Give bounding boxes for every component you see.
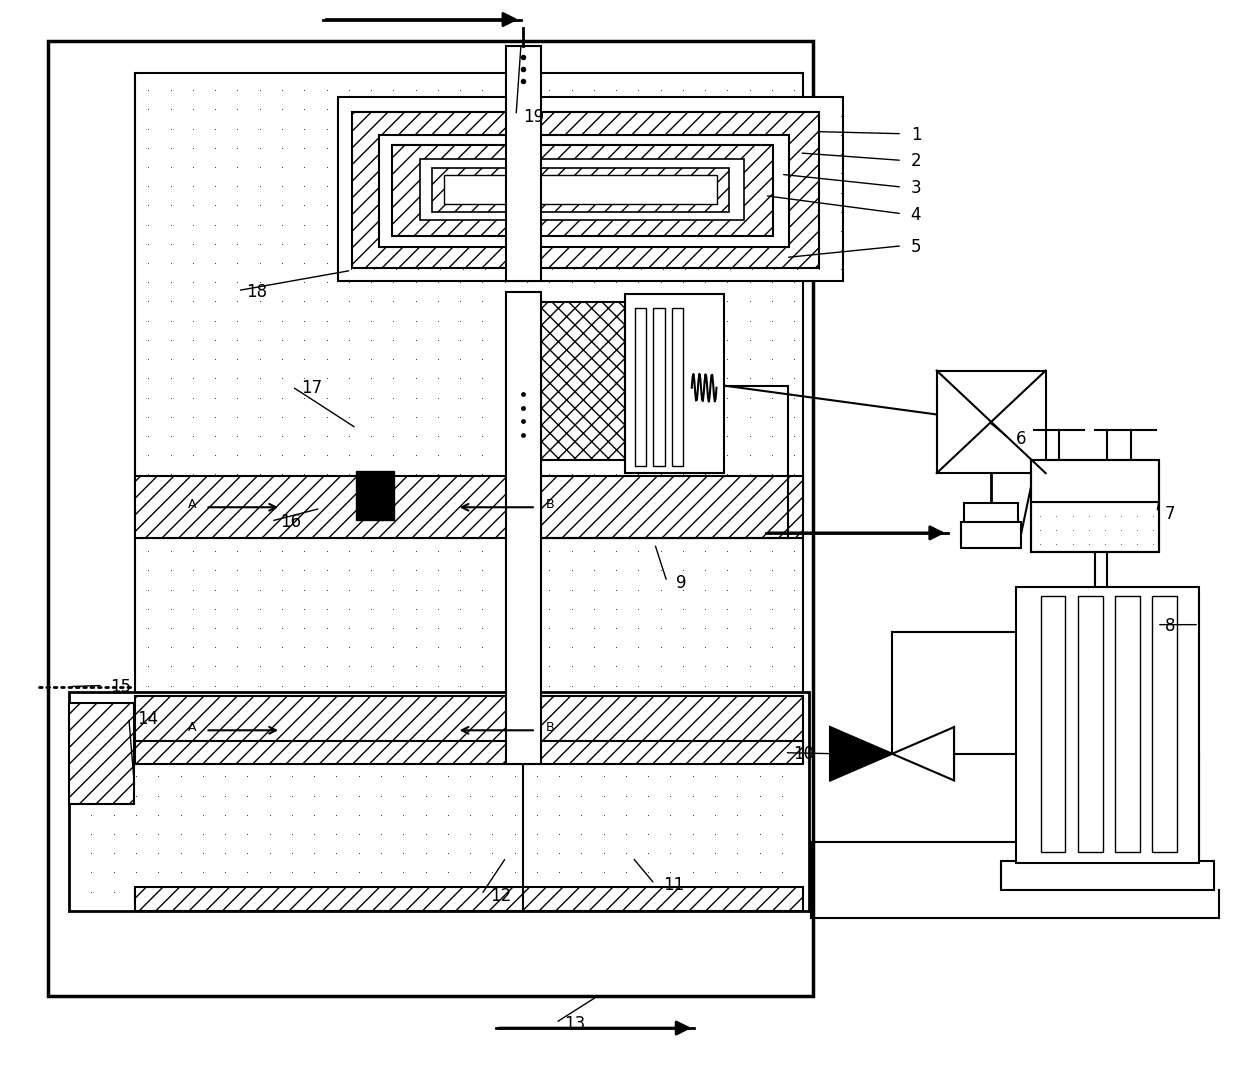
Bar xyxy=(444,175,717,204)
Bar xyxy=(541,303,625,460)
Bar xyxy=(69,703,134,804)
Text: 11: 11 xyxy=(663,876,684,895)
Bar xyxy=(1152,596,1177,852)
Text: A: A xyxy=(188,720,197,734)
Text: 9: 9 xyxy=(676,574,686,592)
Bar xyxy=(936,370,1045,473)
Bar xyxy=(961,522,1021,548)
Text: 5: 5 xyxy=(910,238,921,256)
Bar xyxy=(1030,502,1159,552)
Text: 14: 14 xyxy=(138,709,159,728)
Bar xyxy=(135,697,804,762)
Text: 4: 4 xyxy=(910,205,921,224)
Bar xyxy=(506,46,541,281)
Bar xyxy=(351,112,820,269)
Bar xyxy=(1001,860,1214,890)
Text: 17: 17 xyxy=(301,379,322,397)
Text: 12: 12 xyxy=(490,887,511,905)
Bar xyxy=(78,701,801,903)
Bar xyxy=(1115,596,1140,852)
Bar xyxy=(625,294,724,473)
Bar xyxy=(1040,596,1065,852)
Bar xyxy=(432,168,729,212)
Text: 3: 3 xyxy=(910,179,921,197)
Bar xyxy=(672,308,683,465)
Text: 15: 15 xyxy=(110,677,131,696)
Bar xyxy=(653,308,665,465)
Bar xyxy=(635,308,646,465)
Bar xyxy=(1078,596,1102,852)
Bar xyxy=(339,97,843,281)
Bar xyxy=(135,476,804,538)
Bar xyxy=(69,692,810,911)
Bar xyxy=(135,740,804,764)
Text: 8: 8 xyxy=(1164,616,1174,635)
Text: 10: 10 xyxy=(794,745,815,763)
Bar xyxy=(506,292,541,764)
Bar xyxy=(378,135,790,247)
Text: 19: 19 xyxy=(523,108,544,125)
Text: 13: 13 xyxy=(564,1014,585,1033)
Text: 18: 18 xyxy=(247,282,268,301)
Bar xyxy=(48,41,813,996)
Bar xyxy=(392,146,774,236)
Polygon shape xyxy=(831,728,893,780)
Text: A: A xyxy=(188,498,197,510)
Text: B: B xyxy=(546,720,554,734)
Bar xyxy=(1016,587,1199,862)
Bar xyxy=(356,471,393,520)
Text: 16: 16 xyxy=(280,514,301,531)
Text: 1: 1 xyxy=(910,126,921,143)
Bar xyxy=(135,73,804,505)
Bar xyxy=(135,538,804,698)
Bar xyxy=(963,503,1018,524)
Text: 2: 2 xyxy=(910,152,921,170)
Bar xyxy=(135,887,804,911)
Bar xyxy=(1030,460,1159,502)
Text: 7: 7 xyxy=(1164,505,1174,522)
Text: B: B xyxy=(546,498,554,510)
Bar xyxy=(419,159,744,220)
Text: 6: 6 xyxy=(1016,430,1027,448)
Bar xyxy=(1030,460,1159,552)
